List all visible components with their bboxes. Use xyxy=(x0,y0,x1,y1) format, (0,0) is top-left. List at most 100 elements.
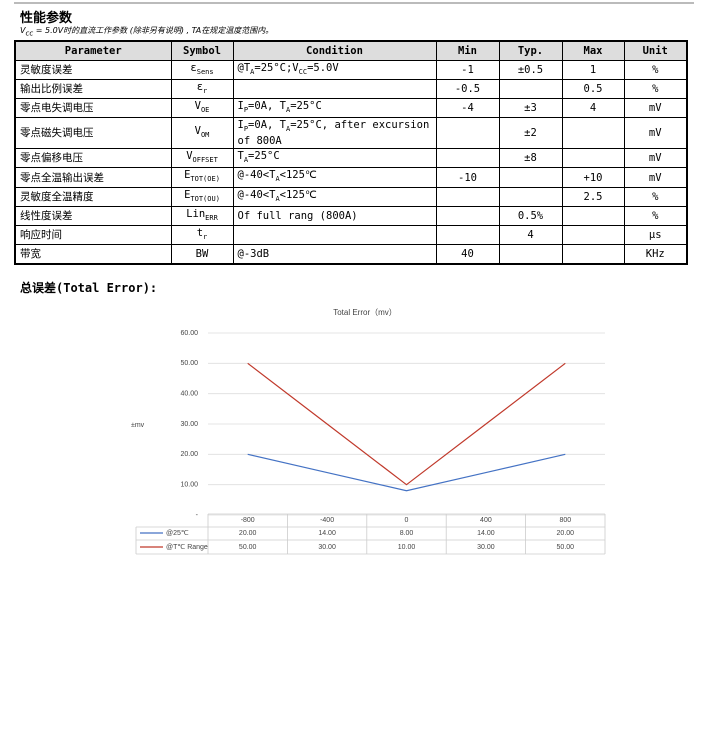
value-label: 50.00 xyxy=(239,544,257,551)
text: ε xyxy=(190,62,197,74)
y-tick-label: 30.00 xyxy=(180,421,198,428)
table-cell: 零点磁失调电压 xyxy=(14,117,172,150)
y-tick-label: 50.00 xyxy=(180,360,198,367)
y-axis-label: ±mv xyxy=(131,422,145,429)
table-cell: @-3dB xyxy=(232,243,437,265)
text: % xyxy=(652,64,659,77)
text: <125℃ xyxy=(279,188,317,201)
text: 1 xyxy=(589,64,597,77)
text: I xyxy=(237,100,244,113)
text: =25°C xyxy=(248,150,280,163)
text: @T xyxy=(237,62,251,74)
series-line xyxy=(247,362,566,486)
table-cell: 零点电失调电压 xyxy=(14,98,172,119)
column-header: Unit xyxy=(623,40,688,61)
text: 2.5 xyxy=(583,190,603,203)
table-cell: VOM xyxy=(170,117,234,150)
text: V xyxy=(194,125,201,138)
text: =25°C;V xyxy=(254,62,299,74)
text: 带宽 xyxy=(20,247,41,260)
table-row: 响应时间 tr 4 μs xyxy=(14,224,688,245)
text: mV xyxy=(648,102,662,115)
x-tick-label: -400 xyxy=(320,517,334,524)
text: +10 xyxy=(583,171,603,184)
table-cell: LinERR xyxy=(170,205,234,226)
subscript: OFFSET xyxy=(192,156,218,165)
y-tick-label: - xyxy=(196,512,199,519)
subscript: r xyxy=(203,232,208,241)
subscript: TOT(OU) xyxy=(190,194,220,203)
table-row: 输出比例误差 εr -0.5 0.5% xyxy=(14,79,688,100)
value-label: 14.00 xyxy=(318,530,336,537)
subscript: OE xyxy=(200,106,210,115)
series-line xyxy=(247,453,566,492)
x-tick-label: 0 xyxy=(405,517,409,524)
subscript: r xyxy=(203,87,208,96)
text: -1 xyxy=(461,64,474,77)
subscript: A xyxy=(250,68,255,77)
text: -0.5 xyxy=(454,83,481,96)
text: ±0.5 xyxy=(517,64,544,77)
text: BW xyxy=(195,247,209,260)
value-label: 30.00 xyxy=(477,544,495,551)
table-cell: ETOT(OU) xyxy=(170,186,234,207)
table-cell: mV xyxy=(623,98,688,119)
column-header: Parameter xyxy=(14,40,172,61)
table-cell: % xyxy=(623,205,688,226)
table-cell: -4 xyxy=(435,98,500,119)
table-cell: IP=0A, TA=25°C xyxy=(232,98,437,119)
value-label: 20.00 xyxy=(557,530,575,537)
text: =5.0V xyxy=(307,62,339,74)
text: mV xyxy=(648,152,662,165)
table-row: 零点磁失调电压 VOM IP=0A, TA=25°C, after excursio… xyxy=(14,117,688,150)
text: @-40<T xyxy=(237,188,276,201)
subscript: TOT(OE) xyxy=(190,175,220,184)
table-row: 灵敏度全温精度 ETOT(OU) @-40<TA<125℃ 2.5% xyxy=(14,186,688,207)
table-cell: @-40<TA<125℃ xyxy=(232,186,437,207)
table-row: 零点全温输出误差 ETOT(OE) @-40<TA<125℃ -10 +10 mV xyxy=(14,167,688,188)
section-title: 总误差(Total Error): xyxy=(20,281,158,295)
text: 零点磁失调电压 xyxy=(20,127,94,140)
text: Lin xyxy=(186,207,206,220)
text: 4 xyxy=(527,228,534,241)
table-cell: 零点偏移电压 xyxy=(14,148,172,169)
table-cell: +10 xyxy=(561,167,625,188)
text: 0.5% xyxy=(517,209,544,222)
y-tick-label: 20.00 xyxy=(180,451,198,458)
table-row: 线性度误差 LinERR Of full rang (800A) 0.5%% xyxy=(14,205,688,226)
text: =25°C xyxy=(290,100,322,113)
subscript: A xyxy=(285,125,291,134)
text: 灵敏度全温精度 xyxy=(20,190,94,203)
legend-label: @T℃ Range xyxy=(166,544,208,551)
x-tick-label: 800 xyxy=(559,517,571,524)
table-cell: 零点全温输出误差 xyxy=(14,167,172,188)
subscript: A xyxy=(285,106,291,115)
text: 零点偏移电压 xyxy=(20,152,83,165)
text: 0.5 xyxy=(583,83,603,96)
note: Vcc = 5.0V时的直流工作参数 (除非另有说明) , TA在规定温度范围内… xyxy=(20,25,273,38)
value-label: 8.00 xyxy=(400,530,414,537)
text: I xyxy=(237,119,244,132)
subscript: cc xyxy=(25,29,34,38)
text: μs xyxy=(648,228,662,241)
table-cell: mV xyxy=(623,167,688,188)
text: Of full rang (800A) xyxy=(237,209,358,222)
subscript: P xyxy=(243,125,249,134)
subscript: OM xyxy=(200,131,210,140)
chart-title: Total Error（mv） xyxy=(333,308,397,317)
table-cell: ±2 xyxy=(498,117,563,150)
subscript: Sens xyxy=(196,68,214,77)
y-tick-label: 60.00 xyxy=(180,330,198,337)
text: % xyxy=(652,190,659,203)
x-tick-label: -800 xyxy=(241,517,255,524)
value-label: 10.00 xyxy=(398,544,416,551)
subscript: A xyxy=(275,175,280,184)
text: ±2 xyxy=(524,127,537,140)
text: -10 xyxy=(458,171,477,184)
text: mV xyxy=(648,171,662,184)
x-tick-label: 400 xyxy=(480,517,492,524)
spec-table: Parameter Symbol Condition Min Typ. Max Unit 灵敏… xyxy=(14,40,688,265)
text: ±3 xyxy=(524,102,537,115)
text: = 5.0V时的直流工作参数 (除非另有说明) , TA在规定温度范围内。 xyxy=(33,26,274,35)
